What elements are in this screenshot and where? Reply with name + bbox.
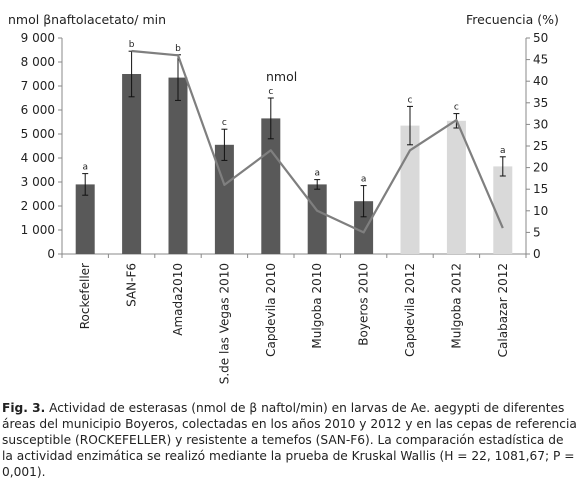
- significance-letter-3: c: [222, 118, 227, 128]
- significance-letter-5: a: [314, 169, 320, 179]
- y2-tick-label: 10: [533, 204, 548, 218]
- y-tick-label: 2 000: [21, 199, 55, 213]
- y2-tick-label: 35: [533, 96, 548, 110]
- significance-letter-2: b: [175, 44, 181, 54]
- caption-label: Fig. 3.: [2, 401, 46, 415]
- bar-0: [75, 184, 95, 254]
- esterase-activity-chart: nmol βnaftolacetato/ min Frecuencia (%) …: [8, 12, 559, 384]
- bar-6: [354, 201, 374, 254]
- category-label-3: S.de las Vegas 2010: [217, 263, 231, 384]
- caption-text: Actividad de esterasas (nmol de β naftol…: [2, 401, 577, 479]
- y2-tick-label: 40: [533, 74, 548, 88]
- y-tick-label: 0: [47, 247, 55, 261]
- category-label-1: SAN-F6: [125, 263, 139, 307]
- significance-letter-0: a: [82, 163, 88, 173]
- bar-9: [493, 166, 513, 254]
- bar-8: [446, 120, 466, 254]
- y2-tick-label: 50: [533, 31, 548, 45]
- significance-letter-1: b: [129, 40, 135, 50]
- frequency-line: [131, 49, 504, 234]
- bar-1: [122, 74, 142, 254]
- y2-tick-label: 45: [533, 53, 548, 67]
- y-tick-label: 7 000: [21, 79, 55, 93]
- bar-3: [214, 144, 234, 254]
- y-tick-label: 1 000: [21, 223, 55, 237]
- plot-area: 0 1 000 2 000 3 000 4 000 5 000 6 000 7 000 8 00…: [21, 31, 549, 384]
- significance-letter-6: a: [361, 175, 367, 185]
- y2-axis-label: Frecuencia (%): [466, 12, 559, 27]
- category-label-9: Calabazar 2012: [496, 263, 510, 357]
- category-label-7: Capdevila 2012: [403, 263, 417, 357]
- significance-letter-7: c: [408, 95, 413, 105]
- bar-2: [168, 77, 188, 254]
- y-axis-label: nmol βnaftolacetato/ min: [8, 12, 166, 27]
- y2-tick-label: 20: [533, 161, 548, 175]
- significance-letter-8: c: [454, 103, 459, 113]
- category-label-6: Boyeros 2010: [357, 263, 371, 346]
- y2-tick-label: 5: [533, 225, 541, 239]
- category-label-4: Capdevila 2010: [264, 263, 278, 357]
- y-tick-label: 9 000: [21, 31, 55, 45]
- y-tick-label: 4 000: [21, 151, 55, 165]
- category-label-8: Mulgoba 2012: [449, 263, 463, 349]
- y-tick-label: 6 000: [21, 103, 55, 117]
- bar-5: [307, 184, 327, 254]
- significance-letter-4: c: [268, 87, 273, 97]
- y2-tick-label: 15: [533, 182, 548, 196]
- bar-4: [261, 118, 281, 255]
- figure-caption: Fig. 3. Actividad de esterasas (nmol de …: [2, 400, 578, 480]
- chart-annotation: nmol: [266, 69, 297, 84]
- y-tick-label: 5 000: [21, 127, 55, 141]
- y-tick-label: 8 000: [21, 55, 55, 69]
- y-tick-label: 3 000: [21, 175, 55, 189]
- category-label-2: Amada2010: [171, 263, 185, 336]
- y2-tick-label: 30: [533, 117, 548, 131]
- category-label-0: Rockefeller: [78, 263, 92, 329]
- y2-tick-label: 0: [533, 247, 541, 261]
- significance-letter-9: a: [500, 146, 506, 156]
- y2-tick-label: 25: [533, 139, 548, 153]
- category-label-5: Mulgoba 2010: [310, 263, 324, 349]
